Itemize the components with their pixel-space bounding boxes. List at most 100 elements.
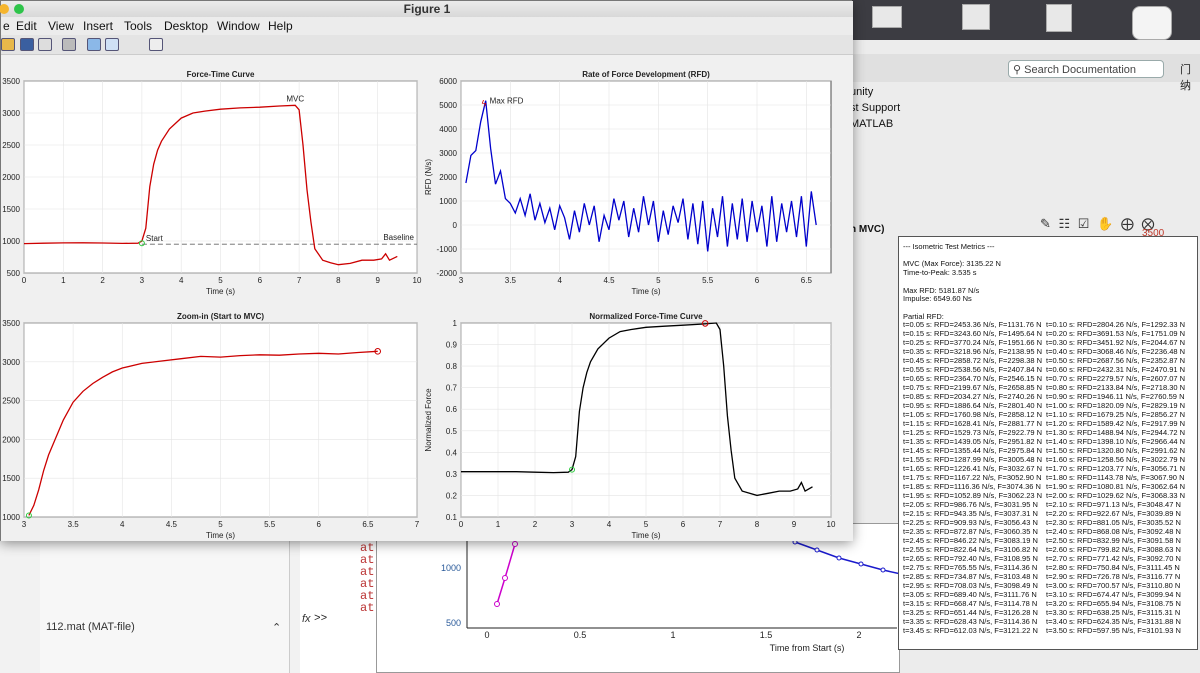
file-icon[interactable] [1046, 4, 1072, 32]
partial-rfd-entry: t=1.60 s: RFD=1258.56 N/s, F=3022.79 N [1046, 455, 1186, 465]
list-item[interactable]: st Support [850, 102, 901, 114]
command-window[interactable]: at at at at at at fx >> [300, 541, 376, 673]
x-tick-label: 0 [459, 520, 464, 529]
menu-item-help[interactable]: Help [268, 19, 293, 33]
partial-rfd-entry: t=3.45 s: RFD=612.03 N/s, F=3121.22 N [903, 626, 1038, 636]
partial-rfd-entry: t=1.35 s: RFD=1439.05 N/s, F=2951.82 N [903, 437, 1043, 447]
partial-rfd-entry: t=0.30 s: RFD=3451.92 N/s, F=2044.67 N [1046, 338, 1186, 348]
y-tick-label: 1000 [439, 197, 457, 206]
partial-rfd-entry: t=2.00 s: RFD=1029.62 N/s, F=3068.33 N [1046, 491, 1186, 501]
menu-item-file[interactable]: e [3, 19, 10, 33]
file-icon[interactable] [872, 6, 902, 28]
partial-rfd-entry: t=2.10 s: RFD=971.13 N/s, F=3048.47 N [1046, 500, 1181, 510]
link-icon[interactable] [87, 38, 101, 51]
partial-rfd-entry: t=0.20 s: RFD=3691.53 N/s, F=1751.09 N [1046, 329, 1186, 339]
partial-rfd-entry: t=0.15 s: RFD=3243.60 N/s, F=1495.64 N [903, 329, 1043, 339]
x-tick-label: 7 [718, 520, 723, 529]
x-tick-label: 3.5 [68, 520, 80, 529]
axis-value: 3500 [1142, 228, 1165, 239]
x-tick-label: 1 [61, 276, 66, 285]
x-tick-label: 4 [120, 520, 125, 529]
mvc-marker [701, 320, 709, 327]
y-tick-label: 1 [453, 319, 458, 328]
menu-item-window[interactable]: Window [217, 19, 260, 33]
list-item[interactable]: unity [850, 86, 874, 98]
max-rfd-label: Max RFD [490, 97, 524, 106]
partial-rfd-entry: t=0.55 s: RFD=2538.56 N/s, F=2407.84 N [903, 365, 1043, 375]
x-tick-label: 3 [459, 276, 464, 285]
list-item[interactable]: MATLAB [850, 118, 894, 130]
partial-rfd-entry: t=1.95 s: RFD=1052.89 N/s, F=3062.23 N [903, 491, 1043, 501]
x-axis-label: Time (s) [631, 531, 660, 540]
y-axis-label: RFD (N/s) [424, 159, 433, 195]
y-tick-label: 3500 [2, 77, 20, 86]
partial-rfd-entry: t=0.35 s: RFD=3218.96 N/s, F=2138.95 N [903, 347, 1043, 357]
figure-toolbar-icons[interactable]: ✎ ☷ ☑ ✋ ⨁ ⨂ [1040, 216, 1157, 231]
y-tick-label: 2000 [2, 435, 20, 444]
x-tick-label: 2 [100, 276, 105, 285]
partial-rfd-entry: t=1.15 s: RFD=1628.41 N/s, F=2881.77 N [903, 419, 1043, 429]
partial-rfd-entry: t=1.50 s: RFD=1320.80 N/s, F=2991.62 N [1046, 446, 1186, 456]
mvc-marker [374, 348, 382, 355]
zoom-button[interactable] [14, 4, 24, 14]
collapse-icon[interactable]: ⌃ [272, 622, 282, 634]
chart-title: Normalized Force-Time Curve [589, 312, 703, 321]
partial-rfd-entry: t=2.90 s: RFD=726.78 N/s, F=3116.77 N [1046, 572, 1181, 582]
menu-item-insert[interactable]: Insert [83, 19, 114, 33]
legend-fragment: n MVC) [850, 224, 885, 235]
figure-toolbar [1, 35, 853, 55]
partial-rfd-entry: t=0.10 s: RFD=2804.26 N/s, F=1292.33 N [1046, 320, 1186, 330]
partial-rfd-entry: t=3.50 s: RFD=597.95 N/s, F=3101.93 N [1046, 626, 1181, 636]
y-tick-label: 500 [446, 618, 461, 628]
insert-colorbar-icon[interactable] [105, 38, 119, 51]
partial-rfd-entry: t=2.30 s: RFD=881.05 N/s, F=3035.52 N [1046, 518, 1181, 528]
partial-rfd-entry: t=2.15 s: RFD=943.35 N/s, F=3037.31 N [903, 509, 1038, 519]
x-tick-label: 4.5 [603, 276, 615, 285]
metric-line: MVC (Max Force): 3135.22 N [903, 259, 1001, 269]
start-marker [25, 512, 32, 519]
baseline-label: Baseline [383, 233, 414, 242]
insert-legend-icon[interactable] [149, 38, 163, 51]
chart-4 [460, 320, 832, 518]
window-title: Figure 1 [403, 2, 451, 16]
partial-rfd-entry: t=1.90 s: RFD=1080.81 N/s, F=3062.64 N [1046, 482, 1186, 492]
x-tick-label: 10 [827, 520, 836, 529]
x-tick-label: 0 [22, 276, 27, 285]
file-icon[interactable] [962, 4, 990, 30]
figure-1-window: Figure 1 e Edit View Insert Tools Deskto… [0, 0, 853, 541]
menu-item-tools[interactable]: Tools [124, 19, 153, 33]
error-line: at [360, 553, 375, 567]
metric-line: Impulse: 6549.60 Ns [903, 294, 972, 304]
start-label: Start [146, 234, 164, 243]
save-icon[interactable] [20, 38, 34, 51]
partial-rfd-entry: t=0.65 s: RFD=2364.70 N/s, F=2546.15 N [903, 374, 1043, 384]
figure-2-window: 1000 500 0 0.5 1 1.5 2 Time from Start (… [376, 523, 902, 673]
y-tick-label: 0.4 [446, 448, 458, 457]
chatgpt-app-icon[interactable] [1132, 6, 1172, 40]
open-icon[interactable] [1, 38, 15, 51]
print-preview-icon[interactable] [62, 38, 76, 51]
print-icon[interactable] [38, 38, 52, 51]
x-tick-label: 6 [755, 276, 760, 285]
search-documentation-input[interactable]: ⚲ Search Documentation [1008, 60, 1164, 78]
partial-rfd-entry: t=2.45 s: RFD=846.22 N/s, F=3083.19 N [903, 536, 1038, 546]
x-tick-label: 7 [415, 520, 420, 529]
menu-item-view[interactable]: View [48, 19, 74, 33]
user-label[interactable]: 门纳 [1180, 64, 1191, 92]
file-label[interactable]: 112.mat (MAT-file) [46, 621, 135, 633]
y-tick-label: 2000 [2, 173, 20, 182]
x-tick-label: 3 [570, 520, 575, 529]
minimize-button[interactable] [0, 4, 9, 14]
x-tick-label: 5 [644, 520, 649, 529]
partial-rfd-entry: t=1.00 s: RFD=1820.09 N/s, F=2829.19 N [1046, 401, 1186, 411]
x-tick-label: 4 [179, 276, 184, 285]
window-title-bar[interactable]: Figure 1 [0, 1, 853, 17]
error-line: at [360, 565, 375, 579]
figure-2-plot: 1000 500 0 0.5 1 1.5 2 Time from Start (… [441, 524, 902, 653]
x-tick-label: 1.5 [760, 630, 773, 640]
menu-item-desktop[interactable]: Desktop [164, 19, 209, 33]
x-tick-label: 10 [413, 276, 422, 285]
menu-item-edit[interactable]: Edit [16, 19, 37, 33]
metric-line: Max RFD: 5181.87 N/s [903, 285, 980, 295]
x-tick-label: 6.5 [801, 276, 813, 285]
